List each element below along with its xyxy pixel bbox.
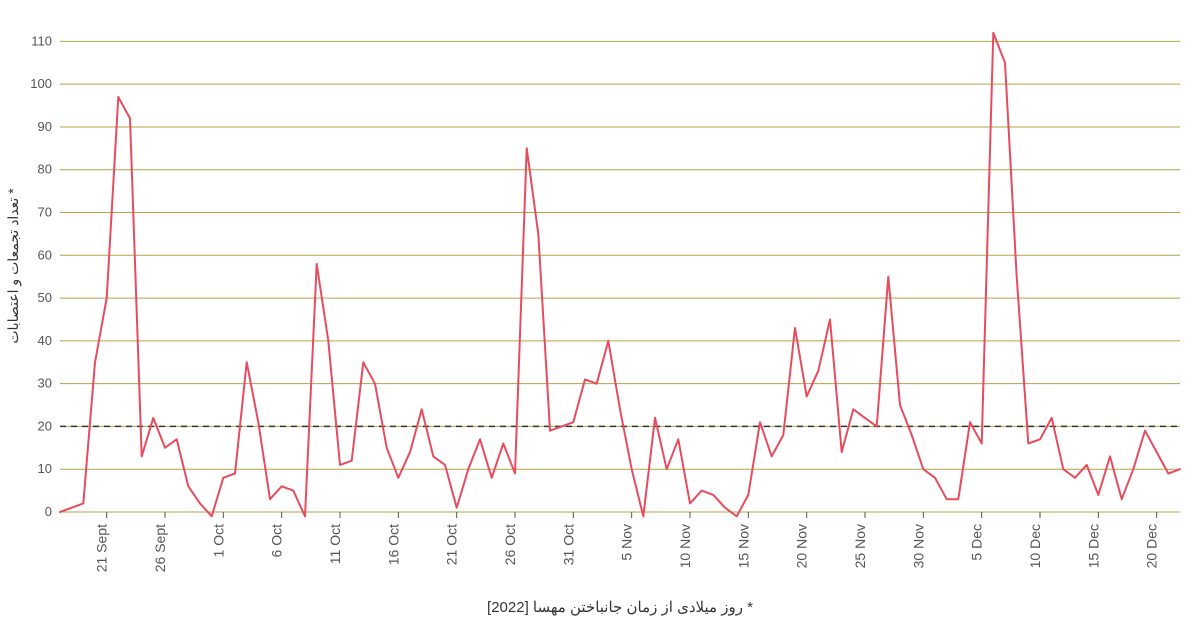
x-tick-label: 1 Oct [210, 524, 226, 558]
y-tick-label: 60 [38, 247, 52, 262]
x-tick-label: 15 Nov [735, 524, 751, 568]
x-tick-label: 20 Dec [1144, 524, 1160, 568]
x-tick-label: 21 Oct [444, 524, 460, 565]
x-tick-label: 15 Dec [1085, 524, 1101, 568]
y-tick-label: 40 [38, 333, 52, 348]
y-tick-label: 100 [30, 76, 52, 91]
x-tick-label: 21 Sept [94, 524, 110, 572]
y-axis-title: * تعداد تجمعات و اعتصابات [5, 188, 22, 344]
y-tick-label: 50 [38, 290, 52, 305]
y-tick-label: 80 [38, 162, 52, 177]
chart-container: 0 10 20 30 40 50 60 70 80 90 100 110 21 Sept 26 Sept 1… [0, 0, 1200, 632]
x-tick-label: 6 Oct [269, 524, 285, 558]
x-tick-label: 31 Oct [560, 524, 576, 565]
x-tick-label: 11 Oct [327, 524, 343, 564]
x-tick-label: 10 Dec [1027, 524, 1043, 568]
x-tick-label: 30 Nov [910, 524, 926, 568]
x-tick-label: 25 Nov [852, 524, 868, 568]
x-tick-label: 20 Nov [794, 524, 810, 568]
y-tick-label: 30 [38, 376, 52, 391]
x-axis-title: * روز میلادی از زمان جانباختن مهسا [2022… [487, 599, 753, 616]
y-tick-label: 20 [38, 418, 52, 433]
x-tick-label: 5 Dec [969, 524, 985, 561]
y-tick-label: 110 [31, 33, 52, 48]
y-tick-label: 10 [38, 461, 52, 476]
y-tick-label: 0 [45, 504, 52, 519]
x-tick-label: 16 Oct [385, 524, 401, 565]
x-tick-label: 26 Sept [152, 524, 168, 572]
x-tick-label: 10 Nov [677, 524, 693, 568]
y-tick-label: 90 [38, 119, 52, 134]
x-tick-label: 5 Nov [619, 524, 635, 561]
x-tick-label: 26 Oct [502, 524, 518, 565]
y-tick-label: 70 [38, 205, 52, 220]
line-chart: 0 10 20 30 40 50 60 70 80 90 100 110 21 Sept 26 Sept 1… [0, 0, 1200, 632]
